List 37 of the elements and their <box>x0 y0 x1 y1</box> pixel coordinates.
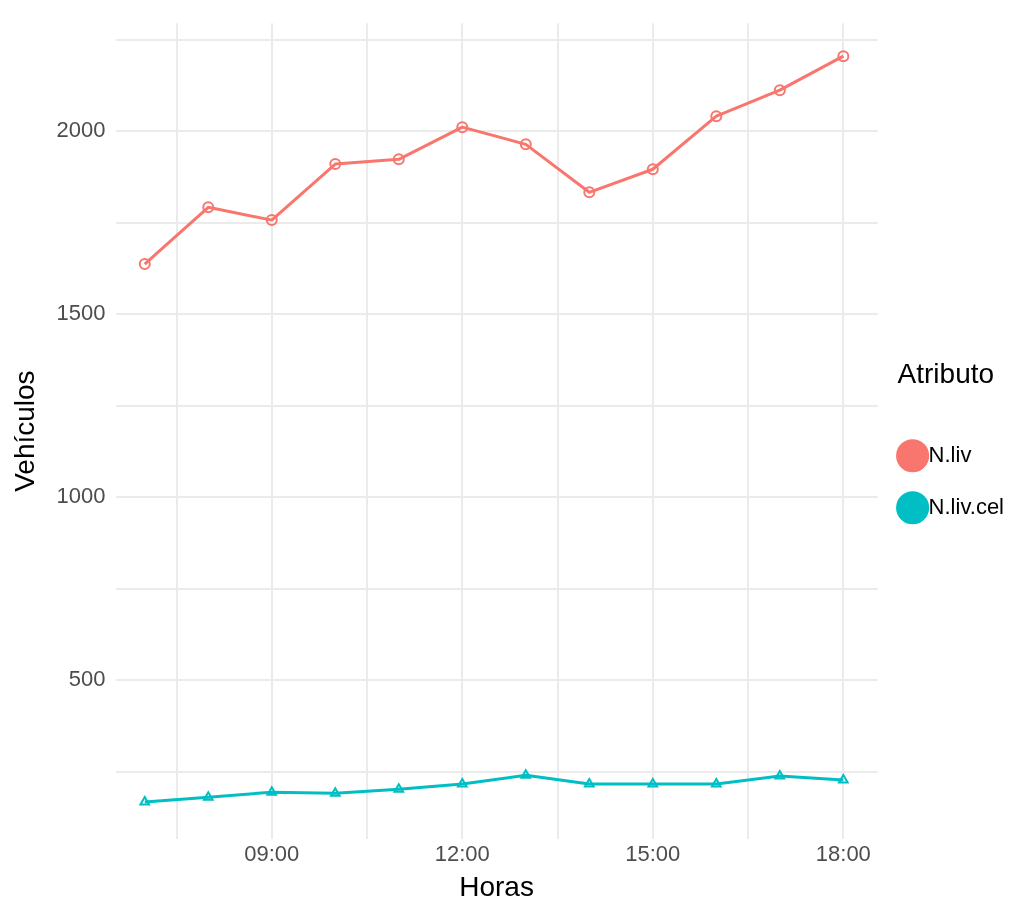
x-tick-label: 09:00 <box>244 841 300 867</box>
legend-title: Atributo <box>897 357 995 389</box>
point <box>138 258 151 271</box>
point <box>837 50 850 63</box>
x-tick-label: 18:00 <box>815 841 871 867</box>
x-tick-label: 12:00 <box>434 841 490 867</box>
point <box>266 786 278 796</box>
point <box>646 163 659 176</box>
legend-label: N.liv.cel <box>928 493 1005 519</box>
y-tick-label: 2000 <box>56 117 106 143</box>
point <box>265 214 278 227</box>
point <box>329 158 342 171</box>
point <box>202 201 215 214</box>
point <box>519 138 532 151</box>
x-axis-title: Horas <box>459 870 534 902</box>
point <box>774 770 786 780</box>
y-tick-label: 1500 <box>56 300 106 326</box>
legend-label: N.liv <box>928 441 972 467</box>
point <box>583 186 596 199</box>
point <box>139 796 151 806</box>
point <box>392 153 405 166</box>
point <box>456 778 468 788</box>
point <box>710 110 723 123</box>
point <box>202 791 214 801</box>
point <box>773 84 786 97</box>
point <box>647 778 659 788</box>
point <box>393 783 405 793</box>
y-axis-title: Vehículos <box>8 370 40 492</box>
point <box>710 778 722 788</box>
point <box>520 769 532 779</box>
point <box>456 121 469 134</box>
x-tick-label: 15:00 <box>625 841 681 867</box>
point <box>838 774 849 784</box>
point <box>329 787 341 797</box>
point <box>583 778 595 788</box>
y-tick-label: 1000 <box>56 483 106 509</box>
y-tick-label: 500 <box>68 666 106 692</box>
